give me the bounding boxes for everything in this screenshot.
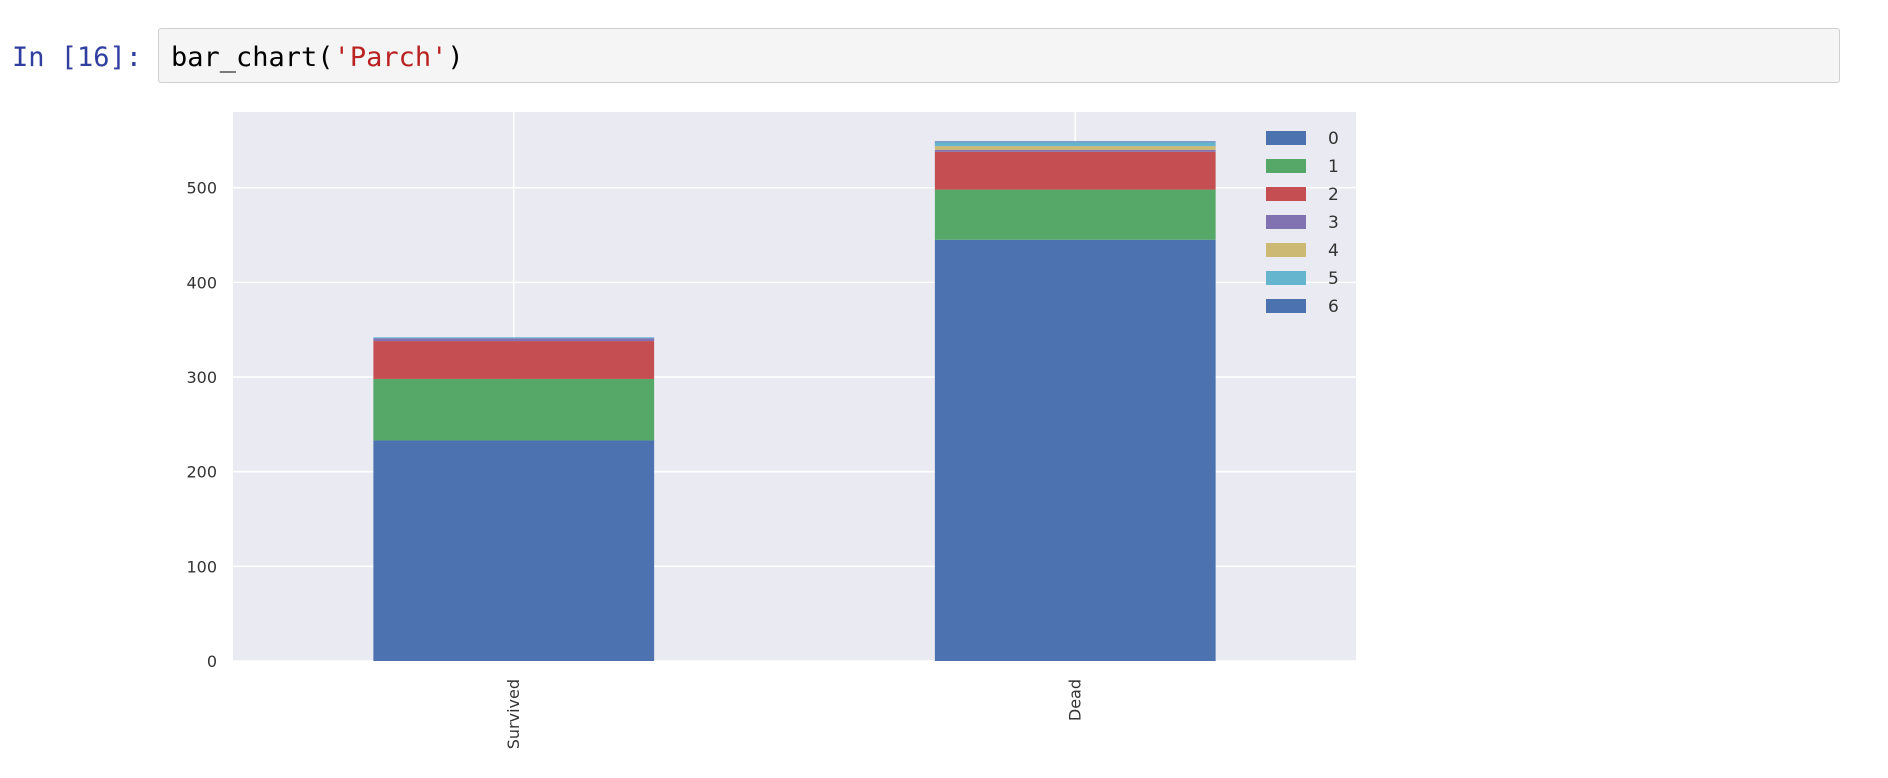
code-cell: In [16]: bar_chart('Parch'): [0, 26, 1888, 88]
legend-label-6: 6: [1328, 297, 1339, 317]
y-tick-label: 0: [207, 652, 217, 671]
bar-segment-dead-4: [934, 146, 1216, 150]
code-editor[interactable]: bar_chart('Parch'): [158, 28, 1840, 83]
y-tick-label: 300: [186, 368, 217, 387]
bar-segment-dead-3: [934, 149, 1216, 152]
legend-swatch-6: [1266, 299, 1306, 313]
x-tick-label: Dead: [1065, 679, 1084, 721]
bars: [373, 141, 1216, 661]
x-tick-label: Survived: [504, 679, 523, 749]
code-line: bar_chart('Parch'): [171, 42, 464, 73]
y-axis-ticks: 0 100 200 300 400 500: [186, 179, 217, 671]
input-prompt: In [16]:: [12, 42, 143, 73]
legend-swatch-2: [1266, 187, 1306, 201]
bar-segment-survived-3: [373, 338, 655, 342]
legend-swatch-5: [1266, 271, 1306, 285]
bar-segment-survived-5: [373, 337, 655, 339]
bar-segment-dead-1: [934, 189, 1216, 240]
bar-segment-dead-6: [934, 141, 1216, 143]
legend-swatch-1: [1266, 159, 1306, 173]
legend-label-5: 5: [1328, 269, 1339, 289]
bar-segment-survived-2: [373, 341, 655, 379]
stacked-bar-chart: 0 100 200 300 400 500 Survived Dead 0 1 2 3 4 5 6: [186, 112, 1356, 749]
y-tick-label: 500: [186, 179, 217, 198]
legend-label-1: 1: [1328, 157, 1339, 177]
legend-label-4: 4: [1328, 241, 1339, 261]
code-close-paren: ): [447, 42, 464, 73]
y-tick-label: 200: [186, 463, 217, 482]
legend-swatch-0: [1266, 131, 1306, 145]
code-string-arg: 'Parch': [333, 42, 448, 73]
cell-output: 0 100 200 300 400 500 Survived Dead 0 1 2 3 4 5 6: [0, 88, 1888, 778]
legend-swatch-3: [1266, 215, 1306, 229]
bar-segment-dead-5: [934, 142, 1216, 147]
bar-segment-dead-0: [934, 239, 1216, 661]
code-function: bar_chart(: [171, 42, 334, 73]
bar-segment-dead-2: [934, 151, 1216, 190]
legend-swatch-4: [1266, 243, 1306, 257]
legend-label-3: 3: [1328, 213, 1339, 233]
bar-segment-survived-0: [373, 440, 655, 661]
y-tick-label: 400: [186, 273, 217, 292]
legend-label-0: 0: [1328, 129, 1339, 149]
x-axis-ticks: Survived Dead: [504, 679, 1085, 749]
bar-segment-survived-1: [373, 378, 655, 441]
legend: 0 1 2 3 4 5 6: [1266, 129, 1339, 317]
y-tick-label: 100: [186, 557, 217, 576]
legend-label-2: 2: [1328, 185, 1339, 205]
